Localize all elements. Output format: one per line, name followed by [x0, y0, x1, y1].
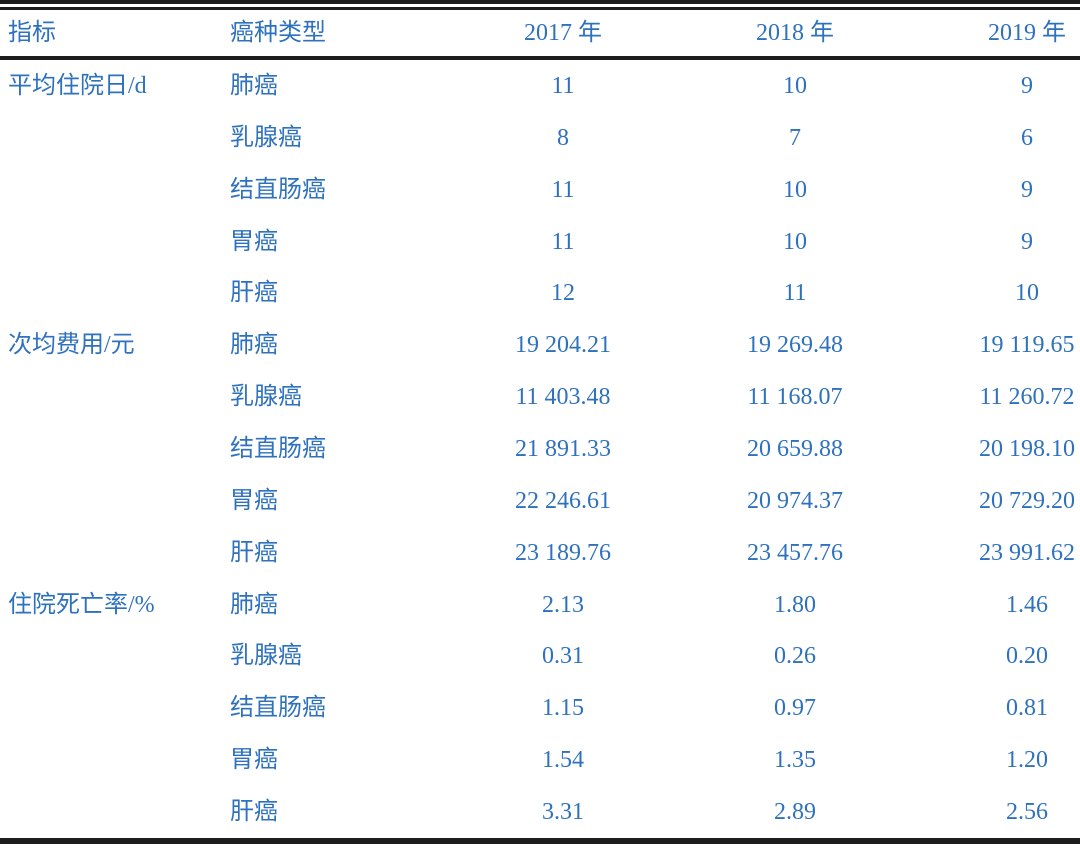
value-cell-2019: 11 260.72 — [979, 384, 1075, 411]
table-row: 肝癌 12 11 10 — [0, 267, 1080, 319]
cancer-type-cell: 肝癌 — [230, 798, 278, 825]
table-row: 次均费用/元 肺癌 19 204.21 19 269.48 19 119.65 — [0, 319, 1080, 371]
cancer-type-cell: 乳腺癌 — [230, 643, 302, 670]
value-cell-2018: 11 — [783, 280, 807, 307]
table-row: 胃癌 1.54 1.35 1.20 — [0, 734, 1080, 786]
value-cell-2019: 9 — [1021, 72, 1033, 99]
table-row: 乳腺癌 0.31 0.26 0.20 — [0, 630, 1080, 682]
value-cell-2017: 11 403.48 — [515, 384, 611, 411]
cancer-type-cell: 乳腺癌 — [230, 124, 302, 151]
cancer-type-cell: 胃癌 — [230, 228, 278, 255]
indicator-cell: 住院死亡率/% — [8, 591, 155, 618]
value-cell-2017: 21 891.33 — [515, 435, 611, 462]
value-cell-2017: 11 — [551, 228, 575, 255]
value-cell-2018: 20 659.88 — [747, 435, 843, 462]
value-cell-2018: 20 974.37 — [747, 487, 843, 514]
value-cell-2017: 11 — [551, 176, 575, 203]
value-cell-2018: 11 168.07 — [747, 384, 843, 411]
value-cell-2019: 0.20 — [1006, 643, 1048, 670]
cancer-type-cell: 胃癌 — [230, 487, 278, 514]
table-row: 平均住院日/d 肺癌 11 10 9 — [0, 60, 1080, 112]
value-cell-2018: 23 457.76 — [747, 539, 843, 566]
value-cell-2019: 23 991.62 — [979, 539, 1075, 566]
cancer-type-cell: 结直肠癌 — [230, 435, 326, 462]
value-cell-2019: 20 729.20 — [979, 487, 1075, 514]
value-cell-2018: 7 — [789, 124, 801, 151]
value-cell-2018: 2.89 — [774, 798, 816, 825]
value-cell-2019: 20 198.10 — [979, 435, 1075, 462]
table-row: 乳腺癌 11 403.48 11 168.07 11 260.72 — [0, 371, 1080, 423]
table-row: 胃癌 22 246.61 20 974.37 20 729.20 — [0, 475, 1080, 527]
value-cell-2019: 1.46 — [1006, 591, 1048, 618]
value-cell-2018: 0.97 — [774, 695, 816, 722]
indicator-cell: 次均费用/元 — [8, 332, 135, 359]
value-cell-2017: 12 — [551, 280, 575, 307]
value-cell-2018: 10 — [783, 72, 807, 99]
table-row: 住院死亡率/% 肺癌 2.13 1.80 1.46 — [0, 579, 1080, 631]
cancer-type-cell: 肺癌 — [230, 72, 278, 99]
value-cell-2019: 1.20 — [1006, 747, 1048, 774]
cancer-type-cell: 结直肠癌 — [230, 695, 326, 722]
value-cell-2017: 23 189.76 — [515, 539, 611, 566]
value-cell-2017: 0.31 — [542, 643, 584, 670]
table-row: 乳腺癌 8 7 6 — [0, 112, 1080, 164]
value-cell-2017: 1.15 — [542, 695, 584, 722]
value-cell-2019: 19 119.65 — [979, 332, 1075, 359]
value-cell-2018: 1.80 — [774, 591, 816, 618]
indicator-cell: 平均住院日/d — [8, 72, 147, 99]
table-row: 结直肠癌 1.15 0.97 0.81 — [0, 682, 1080, 734]
value-cell-2017: 1.54 — [542, 747, 584, 774]
value-cell-2019: 9 — [1021, 228, 1033, 255]
value-cell-2017: 8 — [557, 124, 569, 151]
value-cell-2018: 1.35 — [774, 747, 816, 774]
table-bottom-rule — [0, 837, 1080, 844]
cancer-type-cell: 结直肠癌 — [230, 176, 326, 203]
value-cell-2018: 19 269.48 — [747, 332, 843, 359]
value-cell-2019: 9 — [1021, 176, 1033, 203]
table-top-double-rule — [0, 0, 1080, 10]
value-cell-2017: 19 204.21 — [515, 332, 611, 359]
value-cell-2018: 0.26 — [774, 643, 816, 670]
value-cell-2017: 11 — [551, 72, 575, 99]
value-cell-2017: 22 246.61 — [515, 487, 611, 514]
value-cell-2019: 2.56 — [1006, 798, 1048, 825]
header-cell-2018: 2018 年 — [756, 20, 834, 46]
table-row: 肝癌 23 189.76 23 457.76 23 991.62 — [0, 527, 1080, 579]
value-cell-2019: 6 — [1021, 124, 1033, 151]
header-cell-2019: 2019 年 — [988, 20, 1066, 46]
cancer-type-cell: 乳腺癌 — [230, 384, 302, 411]
value-cell-2017: 2.13 — [542, 591, 584, 618]
table-header-rule — [0, 56, 1080, 60]
value-cell-2019: 0.81 — [1006, 695, 1048, 722]
cancer-type-cell: 肝癌 — [230, 539, 278, 566]
header-cell-indicator: 指标 — [8, 20, 56, 46]
value-cell-2018: 10 — [783, 176, 807, 203]
table-row: 结直肠癌 11 10 9 — [0, 164, 1080, 216]
header-row: 指标 癌种类型 2017 年 2018 年 2019 年 — [0, 10, 1080, 56]
cancer-type-cell: 肺癌 — [230, 332, 278, 359]
table-row: 肝癌 3.31 2.89 2.56 — [0, 786, 1080, 838]
value-cell-2018: 10 — [783, 228, 807, 255]
table-row: 结直肠癌 21 891.33 20 659.88 20 198.10 — [0, 423, 1080, 475]
header-cell-cancer-type: 癌种类型 — [230, 20, 326, 46]
header-cell-2017: 2017 年 — [524, 20, 602, 46]
cancer-type-cell: 肝癌 — [230, 280, 278, 307]
table-row: 胃癌 11 10 9 — [0, 216, 1080, 268]
cancer-type-cell: 胃癌 — [230, 747, 278, 774]
value-cell-2019: 10 — [1015, 280, 1039, 307]
value-cell-2017: 3.31 — [542, 798, 584, 825]
cancer-type-cell: 肺癌 — [230, 591, 278, 618]
